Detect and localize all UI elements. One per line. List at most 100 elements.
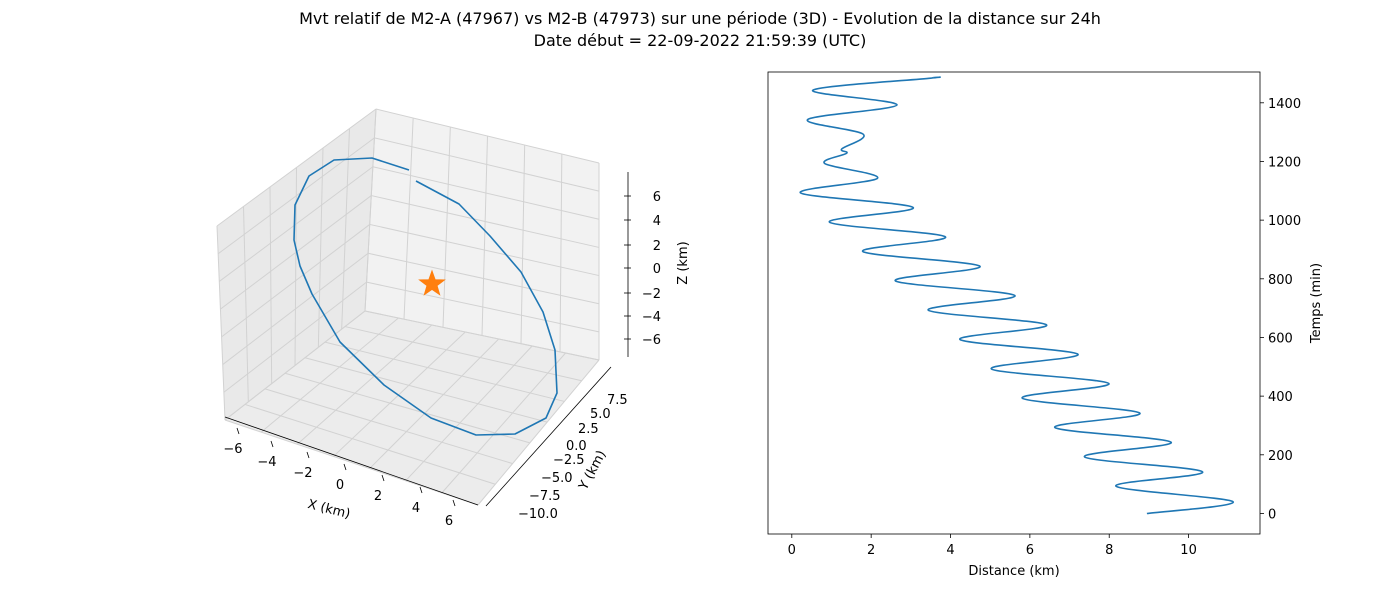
side-wall-pane — [217, 109, 376, 420]
y-tick-label: −2.5 — [553, 453, 585, 468]
y-tick-label: 2.5 — [578, 422, 599, 437]
x-tick-label: 4 — [412, 501, 420, 516]
side-wall-zline — [216, 108, 377, 227]
y-tick-label: 800 — [1268, 273, 1293, 288]
y-tick-label: 1200 — [1268, 155, 1301, 170]
back-wall-zline — [369, 223, 600, 277]
floor-gridline — [284, 372, 530, 444]
back-wall-gridline — [481, 135, 488, 336]
z-tick-label: 6 — [653, 190, 661, 205]
back-wall-zline — [371, 195, 600, 248]
side-wall-zline — [218, 166, 374, 282]
floor-gridline — [304, 357, 548, 423]
floor-gridline — [333, 331, 466, 457]
back-wall-zline — [366, 281, 600, 333]
z-tick-label: 4 — [653, 214, 661, 229]
z-tick-label: −2 — [642, 287, 661, 302]
side-wall-zline — [220, 195, 372, 310]
plot-frame — [767, 71, 1261, 535]
origin-star-marker — [418, 269, 446, 296]
x-tick-mark — [236, 427, 240, 435]
x-tick-mark — [270, 440, 274, 448]
x-axis-label: Distance (km) — [968, 564, 1059, 579]
floor-gridline — [224, 419, 479, 506]
x-axis-label: X (km) — [306, 497, 352, 522]
orbit-trajectory-line — [293, 157, 558, 436]
y-tick-label: 400 — [1268, 390, 1293, 405]
floor-gridline — [405, 345, 533, 482]
floor-gridline — [244, 403, 496, 485]
back-wall-gridline — [442, 126, 451, 328]
x-tick-label: 10 — [1180, 543, 1197, 558]
side-wall-zline — [217, 137, 375, 255]
side-wall-gridline — [341, 128, 350, 330]
x-tick-label: −4 — [257, 455, 276, 470]
side-wall-gridline — [294, 167, 297, 366]
side-wall-gridline — [243, 206, 249, 402]
orbit-3d-plot: −6 −4 −2 0 2 4 6 −10.0 −7.5 −5.0 −2.50.0 2.55.07.5 6… — [216, 108, 691, 529]
y-tick-label: −10.0 — [518, 507, 558, 522]
y-tick-label: 0.0 — [566, 439, 587, 454]
side-wall-zline — [222, 252, 369, 365]
z-tick-label: −6 — [642, 333, 661, 348]
floor-gridline — [441, 352, 566, 494]
y-tick-label: −7.5 — [529, 489, 561, 504]
z-tick-label: −4 — [642, 310, 661, 325]
side-wall-zline — [221, 224, 371, 338]
floor-gridline — [477, 359, 600, 506]
side-wall-gridline — [317, 147, 324, 348]
x-tick-label: −6 — [223, 442, 242, 457]
floor-gridline — [364, 310, 600, 361]
back-wall-gridline — [520, 144, 526, 344]
z-tick-label: 0 — [653, 262, 661, 277]
x-tick-mark — [419, 486, 423, 494]
figure-title-block: Mvt relatif de M2-A (47967) vs M2-B (479… — [0, 8, 1400, 52]
x-tick-mark — [452, 499, 456, 507]
y-tick-label: 1400 — [1268, 97, 1301, 112]
distance-series-line — [799, 76, 1234, 515]
x-tick-label: 2 — [867, 543, 875, 558]
x-tick-mark — [306, 451, 310, 459]
z-tick-label: 2 — [653, 239, 661, 254]
y-tick-label: 600 — [1268, 331, 1293, 346]
back-wall-gridline — [403, 117, 414, 320]
floor-gridline — [260, 317, 399, 433]
y-axis-line — [485, 366, 612, 507]
z-axis-label: Z (km) — [676, 241, 691, 284]
y-tick-label: 0 — [1268, 507, 1276, 522]
x-tick-label: 0 — [336, 478, 344, 493]
y-tick-label: 200 — [1268, 449, 1293, 464]
figure-subtitle: Date début = 22-09-2022 21:59:39 (UTC) — [533, 31, 867, 50]
y-tick-label: −5.0 — [541, 471, 573, 486]
back-wall-pane — [365, 109, 599, 360]
floor-gridline — [324, 341, 565, 402]
back-wall-zline — [375, 108, 600, 164]
floor-gridline — [224, 310, 366, 421]
x-axis-line — [224, 416, 479, 506]
x-tick-label: 8 — [1105, 543, 1113, 558]
back-wall-gridline — [559, 153, 563, 352]
x-tick-mark — [343, 463, 347, 471]
x-tick-label: 6 — [1026, 543, 1034, 558]
x-tick-mark — [381, 474, 385, 482]
floor-gridline — [296, 324, 433, 445]
floor-gridline — [264, 388, 513, 465]
back-wall-zline — [368, 252, 600, 305]
floor-pane — [225, 311, 599, 505]
side-wall-gridline — [269, 186, 273, 384]
floor-gridline — [344, 326, 582, 382]
y-tick-label: 5.0 — [590, 407, 611, 422]
y-tick-label: 1000 — [1268, 214, 1301, 229]
back-wall-zline — [372, 166, 600, 220]
y-axis-label: Temps (min) — [1309, 263, 1324, 344]
y-tick-label: 7.5 — [607, 393, 628, 408]
side-wall-gridline — [216, 225, 226, 421]
distance-time-plot: 0 2 4 6 8 10 0 200 400 600 800 1000 1200 1400 Distance… — [767, 71, 1324, 579]
x-tick-label: −2 — [293, 466, 312, 481]
back-wall-zline — [374, 137, 600, 192]
x-tick-label: 4 — [946, 543, 954, 558]
floor-gridline — [369, 338, 500, 469]
x-tick-label: 0 — [788, 543, 796, 558]
side-wall-gridline — [364, 108, 377, 312]
